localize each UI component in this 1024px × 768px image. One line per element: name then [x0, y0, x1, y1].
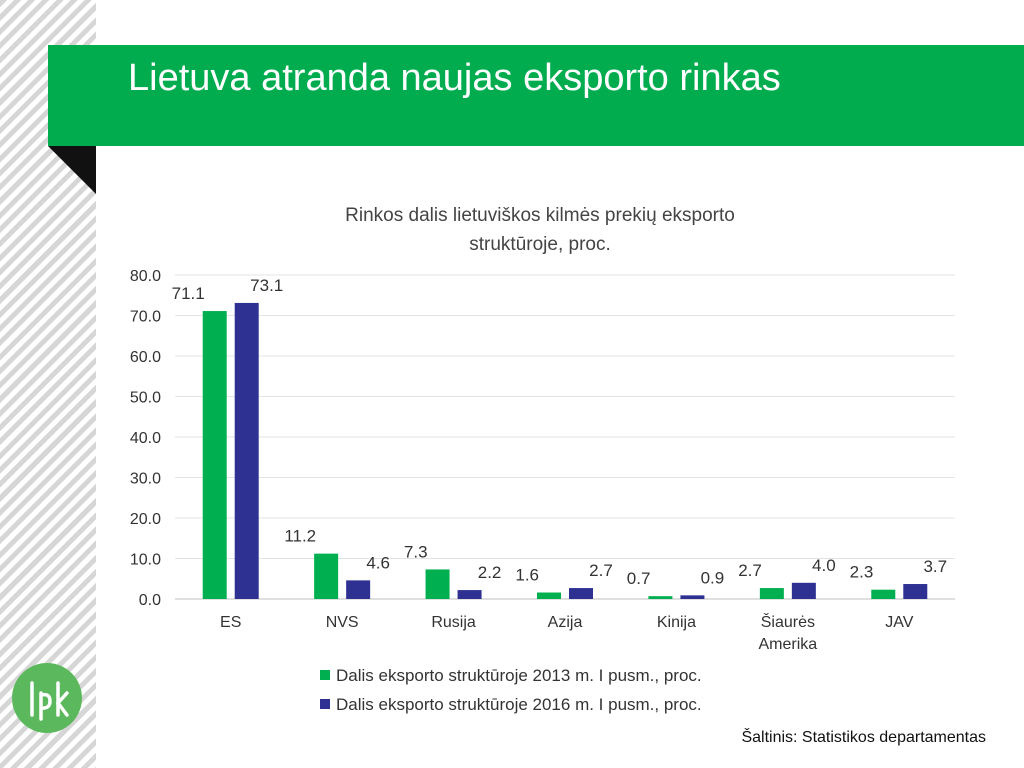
data-label: 2.7	[738, 561, 762, 580]
data-label: 4.0	[812, 556, 836, 575]
y-tick-label: 10.0	[130, 552, 161, 569]
bar-2016	[569, 588, 593, 599]
legend-swatch	[320, 699, 330, 709]
legend-swatch	[320, 670, 330, 680]
banner-fold	[48, 146, 96, 194]
bar-2013	[202, 311, 227, 599]
data-label: 3.7	[923, 557, 947, 576]
y-tick-label: 20.0	[130, 511, 161, 528]
bar-2016	[457, 590, 482, 599]
lpk-logo-icon	[12, 663, 82, 733]
y-tick-label: 0.0	[139, 592, 161, 609]
title-banner: Lietuva atranda naujas eksporto rinkas	[48, 45, 1024, 146]
bar-2016	[680, 595, 705, 599]
y-tick-label: 50.0	[130, 390, 161, 407]
x-tick-label: ES	[220, 614, 241, 631]
legend-label: Dalis eksporto struktūroje 2016 m. I pus…	[336, 695, 702, 714]
data-label: 0.9	[701, 568, 725, 587]
data-label: 2.2	[478, 563, 502, 582]
data-label: 7.3	[404, 542, 428, 561]
data-label: 73.1	[250, 276, 283, 295]
bar-2013	[314, 553, 339, 599]
x-tick-label: Rusija	[431, 614, 476, 631]
data-label: 71.1	[172, 284, 205, 303]
data-label: 2.7	[589, 561, 613, 580]
x-tick-label: JAV	[885, 614, 913, 631]
y-tick-label: 70.0	[130, 309, 161, 326]
bar-2016	[234, 302, 259, 599]
bar-2013	[648, 596, 673, 599]
x-tick-label: Amerika	[759, 636, 818, 653]
data-label: 0.7	[627, 569, 651, 588]
y-tick-label: 80.0	[130, 268, 161, 285]
y-tick-label: 30.0	[130, 471, 161, 488]
bar-2016	[903, 584, 928, 599]
x-tick-label: NVS	[326, 614, 359, 631]
bar-2013	[871, 589, 896, 599]
legend-label: Dalis eksporto struktūroje 2013 m. I pus…	[336, 666, 702, 685]
data-label: 1.6	[515, 566, 539, 585]
bar-2013	[425, 569, 450, 599]
bar-2013	[759, 588, 784, 599]
data-label: 4.6	[366, 553, 390, 572]
x-tick-label: Kinija	[657, 614, 696, 631]
chart-title-line: struktūroje, proc.	[469, 234, 611, 255]
y-tick-label: 60.0	[130, 349, 161, 366]
bar-2016	[346, 580, 371, 599]
x-tick-label: Azija	[548, 614, 583, 631]
source-note: Šaltinis: Statistikos departamentas	[741, 729, 986, 746]
slide-title: Lietuva atranda naujas eksporto rinkas	[128, 57, 781, 99]
x-tick-label: Šiaurės	[761, 612, 815, 631]
bar-2013	[537, 592, 561, 599]
data-label: 2.3	[850, 563, 874, 582]
chart-title-line: Rinkos dalis lietuviškos kilmės prekių e…	[345, 205, 735, 226]
y-tick-label: 40.0	[130, 430, 161, 447]
bar-2016	[791, 582, 816, 599]
data-label: 11.2	[284, 527, 316, 546]
